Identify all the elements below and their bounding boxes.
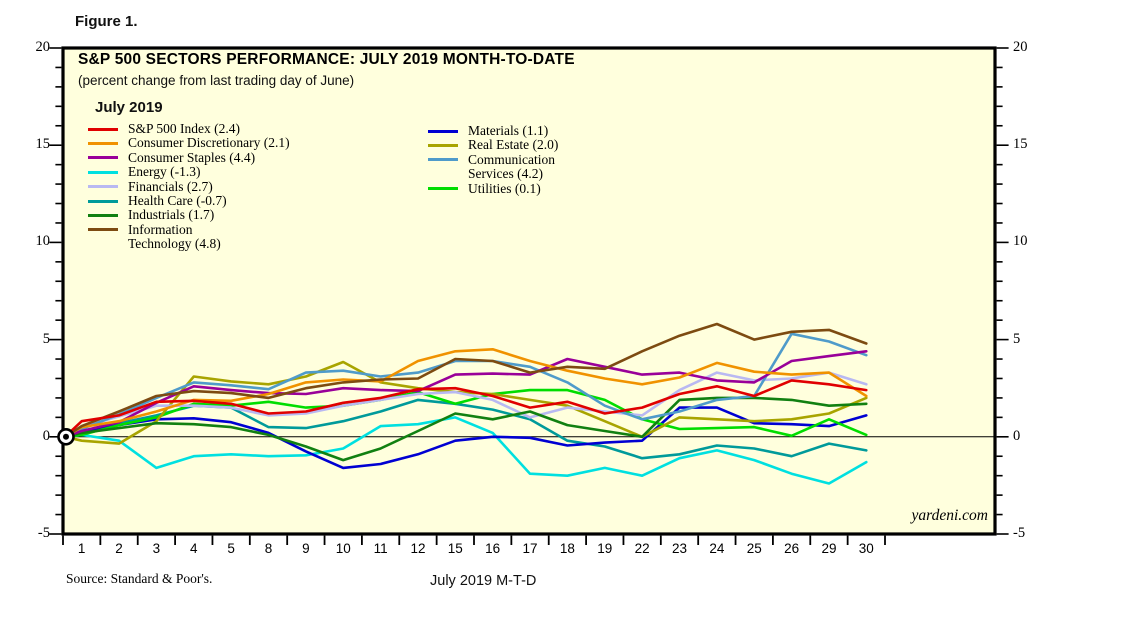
x-tick-label-3: 3 <box>152 541 161 556</box>
legend-label: Health Care (-0.7) <box>128 192 227 208</box>
legend-swatch-health-care <box>88 199 118 203</box>
x-tick-label-16: 16 <box>485 541 501 556</box>
chart-title: S&P 500 SECTORS PERFORMANCE: JULY 2019 M… <box>78 51 575 68</box>
chart-subtitle: (percent change from last trading day of… <box>78 73 355 88</box>
y-axis-label-right-15: 15 <box>1013 136 1028 153</box>
legend-right-column: Materials (1.1) Real Estate (2.0) Communic… <box>428 123 559 196</box>
figure-label: Figure 1. <box>75 13 138 30</box>
x-tick-label-2: 2 <box>115 541 123 556</box>
legend-swatch-real-estate <box>428 144 458 148</box>
legend-swatch-consumer-staples <box>88 156 118 160</box>
y-axis-label-right--5: -5 <box>1013 525 1026 541</box>
legend-item-communication-services: Communication <box>428 151 558 167</box>
x-tick-label-30: 30 <box>858 541 874 556</box>
y-axis-label-left-0: 0 <box>42 427 50 444</box>
x-tick-label-23: 23 <box>671 541 688 556</box>
source-note: Source: Standard & Poor's. <box>66 571 213 586</box>
legend-swatch-spacer <box>88 243 118 246</box>
legend-swatch-materials <box>428 129 458 133</box>
watermark: yardeni.com <box>911 507 988 524</box>
legend-item-industrials: Industrials (1.7) <box>88 207 290 223</box>
x-tick-label-29: 29 <box>821 541 837 556</box>
legend-item-materials: Materials (1.1) <box>428 123 558 138</box>
series-line-information-technology <box>63 322 868 439</box>
x-tick-label-8: 8 <box>264 541 273 556</box>
legend-swatch-energy <box>88 170 118 174</box>
legend-swatch-utilities <box>428 187 458 191</box>
legend-label: Utilities (0.1) <box>468 180 541 196</box>
y-axis-label-right-20: 20 <box>1013 39 1028 55</box>
x-tick-label-9: 9 <box>302 541 310 556</box>
x-tick-label-18: 18 <box>559 541 575 556</box>
legend-item-s-p-500-index: S&P 500 Index (2.4) <box>88 121 290 136</box>
legend-label: Materials (1.1) <box>468 123 549 138</box>
y-axis-label-left-15: 15 <box>35 136 51 153</box>
legend-item-energy: Energy (-1.3) <box>88 164 290 180</box>
y-axis-label-left-10: 10 <box>35 233 51 250</box>
legend-item-utilities: Utilities (0.1) <box>428 180 558 196</box>
legend-swatch-financials <box>88 185 118 189</box>
legend-item-information-technology: Technology (4.8) <box>88 236 290 252</box>
x-tick-label-11: 11 <box>373 541 388 556</box>
x-tick-label-15: 15 <box>447 541 463 556</box>
x-tick-label-1: 1 <box>77 541 86 556</box>
legend-swatch-industrials <box>88 214 118 218</box>
legend-label: Technology (4.8) <box>128 236 221 252</box>
legend-item-consumer-discretionary: Consumer Discretionary (2.1) <box>88 135 290 151</box>
y-axis-label-right-0: 0 <box>1013 427 1021 444</box>
legend-swatch-information-technology <box>88 228 118 232</box>
y-axis-label-right-5: 5 <box>1013 330 1021 347</box>
x-tick-label-22: 22 <box>634 541 650 556</box>
legend-label: Consumer Discretionary (2.1) <box>128 135 290 151</box>
x-axis-tick-labels: 1 2 3 4 5 8 9 10 11 12 15 16 17 18 19 22 23 24 25 26 29 30 <box>0 541 1138 561</box>
plot-area <box>63 48 995 534</box>
y-axis-label-left-20: 20 <box>35 39 51 55</box>
legend-left-column: S&P 500 Index (2.4) Consumer Discretionar… <box>88 121 290 252</box>
y-axis-label-right-10: 10 <box>1013 233 1028 250</box>
series-line-financials <box>63 371 868 439</box>
legend-swatch-communication-services <box>428 158 458 162</box>
legend-item-real-estate: Real Estate (2.0) <box>428 137 559 153</box>
legend-heading: July 2019 <box>95 99 163 116</box>
series-line-energy <box>63 416 868 485</box>
x-tick-label-5: 5 <box>227 541 235 556</box>
series-line-s-p-500-index <box>63 379 868 439</box>
x-tick-label-25: 25 <box>746 541 762 556</box>
series-line-materials <box>63 406 868 470</box>
y-axis-label-left-5: 5 <box>42 330 50 347</box>
legend-item-consumer-staples: Consumer Staples (4.4) <box>88 149 290 165</box>
x-tick-label-17: 17 <box>522 541 538 556</box>
legend-label: S&P 500 Index (2.4) <box>128 121 240 136</box>
legend-swatch-consumer-discretionary <box>88 142 118 146</box>
legend-item-information-technology: Information <box>88 221 290 237</box>
x-tick-label-4: 4 <box>190 541 198 556</box>
series-line-consumer-discretionary <box>63 347 868 439</box>
x-tick-label-12: 12 <box>410 541 426 556</box>
legend-item-communication-services: Services (4.2) <box>428 166 558 182</box>
legend-swatch-s-p-500-index <box>88 127 118 131</box>
legend-label: Information <box>128 221 193 237</box>
x-tick-label-24: 24 <box>709 541 725 556</box>
plot-border <box>61 46 997 536</box>
series-line-communication-services <box>63 332 868 439</box>
legend-item-financials: Financials (2.7) <box>88 178 290 194</box>
y-axis-label-left--5: -5 <box>37 525 50 541</box>
legend-label: Communication <box>468 151 555 167</box>
legend-swatch-spacer <box>428 173 458 176</box>
legend-label: Services (4.2) <box>468 166 543 182</box>
x-tick-label-26: 26 <box>784 541 800 556</box>
legend-item-health-care: Health Care (-0.7) <box>88 192 290 208</box>
series-line-utilities <box>63 388 868 439</box>
x-tick-label-19: 19 <box>597 541 613 556</box>
legend-label: Real Estate (2.0) <box>468 137 559 153</box>
x-tick-label-10: 10 <box>335 541 351 556</box>
x-axis-title: July 2019 M-T-D <box>430 573 537 589</box>
legend-label: Financials (2.7) <box>128 178 213 194</box>
legend-label: Consumer Staples (4.4) <box>128 149 256 165</box>
legend-label: Energy (-1.3) <box>128 164 201 180</box>
legend-label: Industrials (1.7) <box>128 207 215 223</box>
origin-bullseye-dot <box>63 433 69 440</box>
